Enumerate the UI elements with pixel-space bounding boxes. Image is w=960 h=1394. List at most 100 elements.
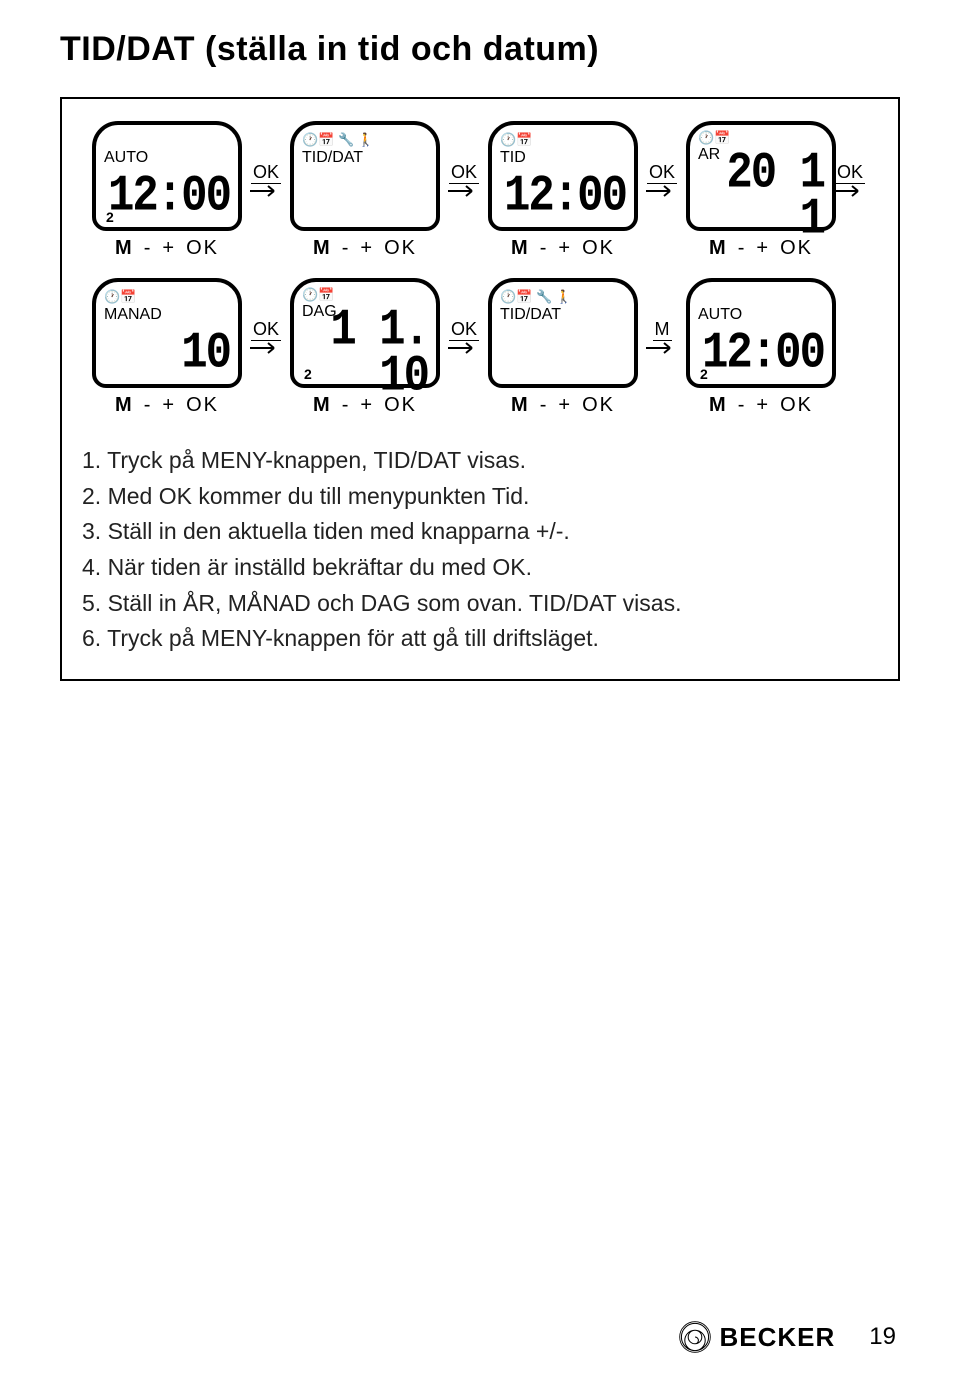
arrow: OK xyxy=(643,163,681,198)
diagram-row-2: 🕐📅 MANAD 10 M - + OK OK 🕐📅 xyxy=(82,278,878,417)
instruction-line: 4. När tiden är inställd bekräftar du me… xyxy=(82,550,878,586)
page-title: TID/DAT (ställa in tid och datum) xyxy=(60,30,900,69)
minus-button-label: - xyxy=(144,394,153,417)
lcd-label: TID xyxy=(500,149,626,167)
lcd-screen: 🕐📅 AR 20 1 1 xyxy=(686,121,836,231)
menu-button-label: M xyxy=(709,394,728,417)
arrow: OK xyxy=(247,163,285,198)
lcd-icons: 🕐📅 xyxy=(302,288,428,301)
lcd-digits: 12:00 xyxy=(500,175,626,221)
arrow: OK xyxy=(445,163,483,198)
lcd-icons: 🕐📅 xyxy=(698,131,824,144)
lcd-subscript: 2 xyxy=(304,366,312,382)
arrow-icon xyxy=(250,341,282,355)
lcd-screen: 🕐📅 MANAD 10 xyxy=(92,278,242,388)
instruction-line: 6. Tryck på MENY-knappen för att gå till… xyxy=(82,621,878,657)
instruction-line: 1. Tryck på MENY-knappen, TID/DAT visas. xyxy=(82,443,878,479)
lcd-icons: 🕐📅 xyxy=(104,288,230,304)
lcd-digits: 12:00 xyxy=(104,175,230,221)
arrow: OK xyxy=(445,320,483,355)
minus-button-label: - xyxy=(540,237,549,260)
menu-button-label: M xyxy=(313,237,332,260)
lcd-digits: 12:00 xyxy=(698,332,824,378)
ok-button-label: OK xyxy=(582,394,615,417)
diagram-container: AUTO 12:00 2 M - + OK OK 🕐📅 🔧 🚶 xyxy=(60,97,900,681)
ok-button-label: OK xyxy=(186,237,219,260)
lcd-screen: AUTO 12:00 2 xyxy=(686,278,836,388)
lcd-digits: 10 xyxy=(104,332,230,378)
plus-button-label: + xyxy=(558,394,572,417)
button-row: M - + OK xyxy=(115,394,219,417)
minus-button-label: - xyxy=(144,237,153,260)
arrow: OK xyxy=(841,163,859,198)
lcd-label: TID/DAT xyxy=(302,149,428,167)
ok-button-label: OK xyxy=(384,237,417,260)
instruction-line: 2. Med OK kommer du till menypunkten Tid… xyxy=(82,479,878,515)
page-number: 19 xyxy=(869,1323,896,1351)
plus-button-label: + xyxy=(162,237,176,260)
lcd-label: AUTO xyxy=(698,306,824,324)
arrow-text: OK xyxy=(449,163,479,184)
arrow-icon xyxy=(250,184,282,198)
lcd-screen: 🕐📅 🔧 🚶 TID/DAT xyxy=(290,121,440,231)
button-row: M - + OK xyxy=(313,237,417,260)
brand-logo: BECKER xyxy=(678,1320,836,1354)
lcd-icons: 🕐📅 🔧 🚶 xyxy=(302,131,428,147)
arrow-text: OK xyxy=(449,320,479,341)
lcd-screen: AUTO 12:00 2 xyxy=(92,121,242,231)
lcd-label: AUTO xyxy=(104,149,230,167)
arrow: M xyxy=(643,320,681,355)
ok-button-label: OK xyxy=(186,394,219,417)
lcd-unit: AUTO 12:00 2 M - + OK xyxy=(676,278,846,417)
ok-button-label: OK xyxy=(582,237,615,260)
button-row: M - + OK xyxy=(709,394,813,417)
arrow-icon xyxy=(448,341,480,355)
lcd-subscript: 2 xyxy=(106,209,114,225)
lcd-unit: 🕐📅 DAG 1 1. 10 2 M - + OK xyxy=(280,278,450,417)
lcd-icons: 🕐📅 xyxy=(500,131,626,147)
arrow-text: OK xyxy=(251,320,281,341)
lcd-unit: 🕐📅 🔧 🚶 TID/DAT M - + OK xyxy=(280,121,450,260)
arrow-icon xyxy=(834,184,866,198)
instructions: 1. Tryck på MENY-knappen, TID/DAT visas.… xyxy=(82,443,878,657)
menu-button-label: M xyxy=(511,237,530,260)
plus-button-label: + xyxy=(360,237,374,260)
minus-button-label: - xyxy=(342,237,351,260)
button-row: M - + OK xyxy=(511,237,615,260)
ok-button-label: OK xyxy=(780,394,813,417)
arrow-icon xyxy=(646,184,678,198)
lcd-digits: 1 1. 10 xyxy=(302,309,428,400)
plus-button-label: + xyxy=(162,394,176,417)
minus-button-label: - xyxy=(540,394,549,417)
minus-button-label: - xyxy=(738,394,747,417)
arrow-icon xyxy=(448,184,480,198)
lcd-unit: 🕐📅 TID 12:00 M - + OK xyxy=(478,121,648,260)
lcd-unit: 🕐📅 🔧 🚶 TID/DAT M - + OK xyxy=(478,278,648,417)
menu-button-label: M xyxy=(115,237,134,260)
lcd-unit: 🕐📅 MANAD 10 M - + OK xyxy=(82,278,252,417)
lcd-screen: 🕐📅 DAG 1 1. 10 2 xyxy=(290,278,440,388)
arrow-text: OK xyxy=(835,163,865,184)
logo-swirl-icon xyxy=(678,1320,712,1354)
lcd-icons xyxy=(104,131,230,147)
arrow-text: OK xyxy=(251,163,281,184)
plus-button-label: + xyxy=(756,394,770,417)
footer: BECKER 19 xyxy=(678,1320,897,1354)
lcd-screen: 🕐📅 TID 12:00 xyxy=(488,121,638,231)
arrow: OK xyxy=(247,320,285,355)
menu-button-label: M xyxy=(511,394,530,417)
lcd-icons xyxy=(698,288,824,304)
arrow-text: OK xyxy=(647,163,677,184)
instruction-line: 5. Ställ in ÅR, MÅNAD och DAG som ovan. … xyxy=(82,586,878,622)
lcd-unit: 🕐📅 AR 20 1 1 M - + OK xyxy=(676,121,846,260)
lcd-screen: 🕐📅 🔧 🚶 TID/DAT xyxy=(488,278,638,388)
menu-button-label: M xyxy=(115,394,134,417)
lcd-icons: 🕐📅 🔧 🚶 xyxy=(500,288,626,304)
arrow-text: M xyxy=(653,320,672,341)
button-row: M - + OK xyxy=(115,237,219,260)
brand-name: BECKER xyxy=(720,1322,836,1353)
plus-button-label: + xyxy=(558,237,572,260)
lcd-unit: AUTO 12:00 2 M - + OK xyxy=(82,121,252,260)
lcd-label: MANAD xyxy=(104,306,230,324)
lcd-subscript: 2 xyxy=(700,366,708,382)
